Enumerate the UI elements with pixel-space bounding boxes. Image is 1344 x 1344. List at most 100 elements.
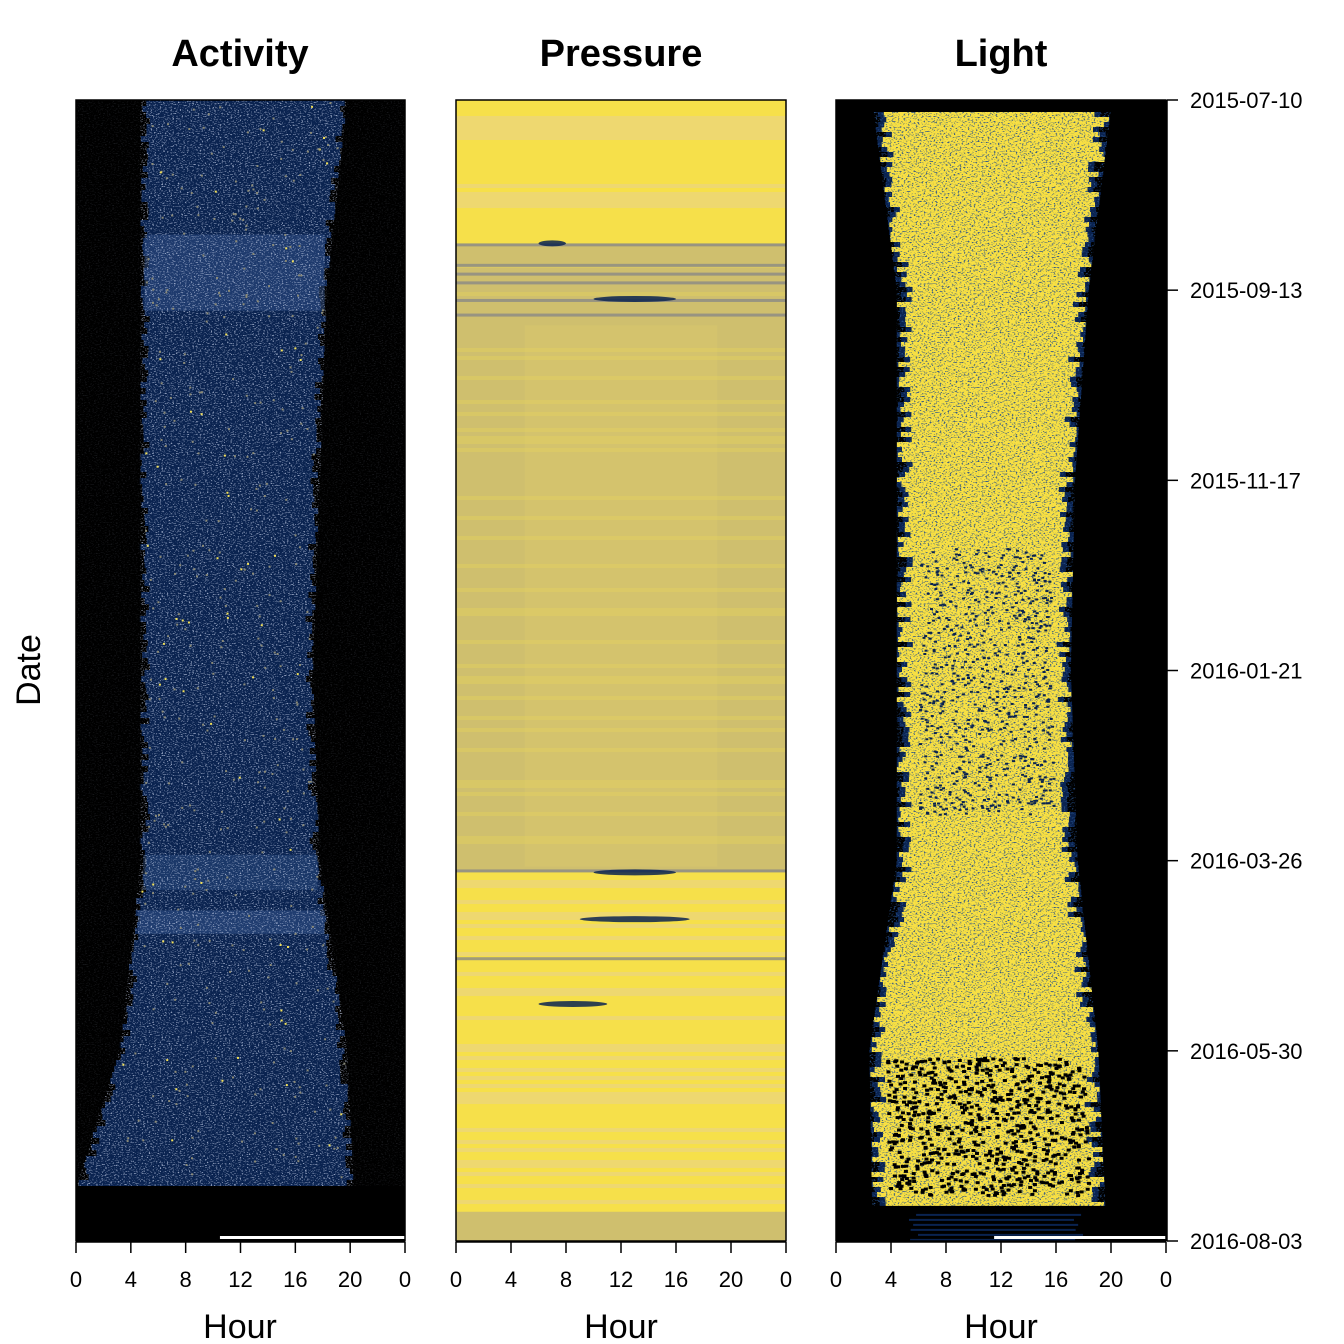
light-dark-point [955, 1125, 960, 1129]
light-night-left [836, 1105, 871, 1110]
activity-point [145, 781, 148, 784]
light-dark-point [890, 1100, 895, 1104]
light-dark-point [935, 667, 939, 670]
light-dark-point [966, 722, 970, 725]
activity-night-left [76, 964, 130, 970]
light-night-right [1073, 535, 1166, 540]
pressure-row [456, 980, 786, 984]
light-night-right [1093, 250, 1166, 255]
light-dark-point [1071, 1130, 1076, 1134]
light-dark-point [1027, 730, 1031, 733]
activity-point [292, 738, 295, 741]
light-dark-point [1049, 1169, 1054, 1173]
activity-point [290, 370, 293, 373]
activity-night-left [76, 904, 136, 910]
pressure-storm-line [456, 281, 786, 285]
activity-point [243, 739, 246, 742]
light-night-left [836, 625, 897, 630]
activity-point [235, 240, 238, 243]
light-dark-point [962, 1080, 967, 1084]
light-night-right [1082, 370, 1166, 375]
activity-night-left [76, 562, 141, 568]
light-night-right [1092, 990, 1166, 995]
light-night-right [1086, 325, 1166, 330]
activity-night-right [325, 310, 405, 316]
pressure-row [456, 736, 786, 740]
activity-night-right [319, 856, 405, 862]
activity-night-left [76, 274, 141, 280]
activity-night-left [76, 1108, 101, 1114]
light-dark-point [927, 1112, 932, 1116]
light-dark-point [1005, 686, 1009, 689]
pressure-row [456, 228, 786, 232]
activity-night-right [347, 1048, 405, 1054]
light-dark-point [1021, 767, 1025, 770]
light-dark-point [1045, 599, 1049, 602]
activity-point [336, 1146, 339, 1149]
activity-point [149, 678, 152, 681]
activity-night-right [324, 892, 405, 898]
activity-point [247, 189, 250, 192]
activity-night-left [76, 244, 141, 250]
light-dark-point [995, 1167, 1000, 1171]
activity-point [206, 729, 209, 732]
pressure-row [456, 360, 786, 364]
pressure-row [456, 328, 786, 332]
light-dark-point [1044, 1062, 1049, 1066]
light-dark-point [914, 1065, 919, 1069]
light-dark-point [947, 1060, 952, 1064]
light-dark-point [975, 1068, 980, 1072]
light-dark-point [1018, 754, 1022, 757]
light-dark-point [1014, 1083, 1019, 1087]
activity-point [171, 214, 174, 217]
light-dark-point [1031, 554, 1035, 557]
activity-point [238, 776, 241, 779]
light-dark-point [935, 567, 939, 570]
activity-night-right [317, 790, 405, 796]
light-dark-point [925, 1129, 930, 1133]
pressure-row [456, 332, 786, 336]
light-dark-point [1018, 638, 1022, 641]
light-dark-point [1002, 706, 1006, 709]
activity-night-left [76, 838, 141, 844]
light-dark-point [998, 1058, 1003, 1062]
light-dark-point [1010, 673, 1014, 676]
activity-night-left [76, 310, 141, 316]
light-dark-point [940, 696, 944, 699]
light-night-left [836, 220, 888, 225]
x-tick-label: 0 [450, 1267, 462, 1292]
activity-point [211, 661, 214, 664]
light-dark-point [887, 1112, 892, 1116]
light-dark-point [926, 725, 930, 728]
light-dark-point [1049, 778, 1053, 781]
light-dark-point [1018, 636, 1022, 639]
light-dark-point [1072, 1090, 1077, 1094]
light-dark-point [1006, 801, 1010, 804]
light-dark-point [1014, 714, 1018, 717]
light-x-axis-label: Hour [964, 1308, 1038, 1344]
light-dark-point [924, 672, 928, 675]
light-night-right [1078, 435, 1166, 440]
light-dark-point [1029, 1108, 1034, 1112]
pressure-row [456, 176, 786, 180]
activity-point [276, 652, 279, 655]
light-dark-point [1032, 579, 1036, 582]
light-dark-point [988, 696, 992, 699]
y-tick-label: 2015-09-13 [1190, 278, 1303, 303]
light-dark-point [1022, 651, 1026, 654]
light-dark-point [891, 1140, 896, 1144]
light-tail [916, 1213, 1082, 1216]
light-night-right [1083, 360, 1166, 365]
light-dark-point [1052, 1170, 1057, 1174]
light-dark-point [887, 1079, 892, 1083]
activity-point [183, 361, 186, 364]
light-dark-point [925, 693, 929, 696]
light-dark-point [1005, 1112, 1010, 1116]
light-dark-point [930, 791, 934, 794]
light-dark-point [1008, 575, 1012, 578]
activity-point [256, 191, 259, 194]
light-dark-point [920, 1190, 925, 1194]
light-dark-point [936, 1057, 941, 1061]
light-dark-point [1034, 1104, 1039, 1108]
light-dark-point [926, 592, 930, 595]
